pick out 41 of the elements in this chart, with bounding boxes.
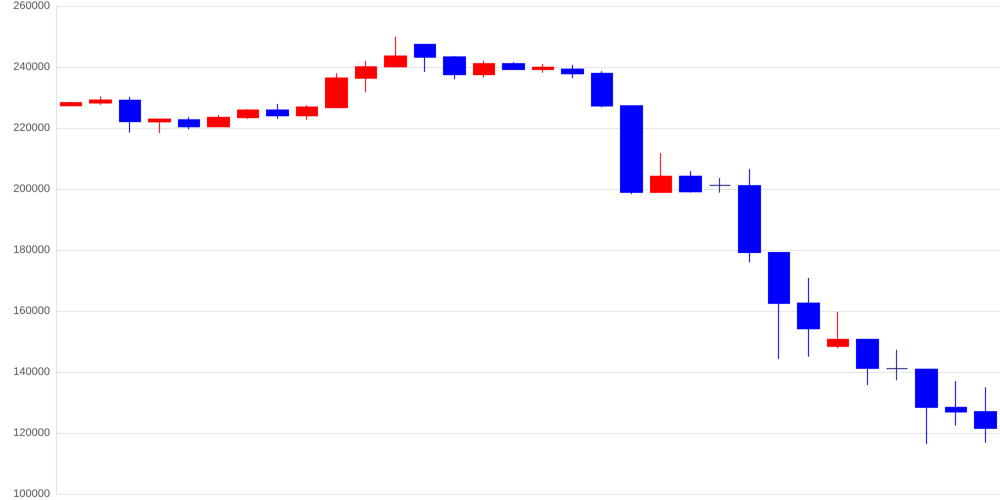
candlestick — [502, 62, 525, 70]
candlestick — [679, 170, 702, 194]
candlestick — [237, 108, 259, 120]
y-tick-label: 100000 — [13, 488, 50, 500]
y-tick-label: 120000 — [13, 427, 50, 439]
candlestick — [60, 101, 82, 106]
candlestick — [650, 152, 672, 193]
y-tick-label: 220000 — [13, 122, 50, 134]
candlestick — [414, 44, 436, 72]
y-tick-label: 240000 — [13, 61, 50, 73]
candlestick — [473, 60, 495, 78]
y-tick-label: 260000 — [13, 0, 50, 12]
y-tick-label: 180000 — [13, 244, 50, 256]
candlestick — [355, 60, 377, 93]
candlestick — [738, 168, 761, 263]
candlestick — [945, 380, 967, 426]
candlestick — [384, 36, 407, 68]
candlestick — [886, 349, 908, 381]
candlestick — [827, 311, 849, 349]
candlestick — [296, 104, 318, 120]
candlestick — [591, 70, 613, 108]
candlestick — [974, 386, 997, 444]
candlestick — [266, 103, 289, 120]
candlestick — [532, 63, 554, 74]
candlestick — [325, 72, 348, 108]
candlestick — [856, 338, 879, 386]
candlestick — [620, 105, 643, 195]
y-tick-label: 160000 — [13, 305, 50, 317]
candlestick — [178, 116, 200, 130]
candlestick — [768, 252, 790, 360]
y-tick-label: 200000 — [13, 183, 50, 195]
candlestick — [709, 178, 731, 194]
candlestick — [148, 118, 171, 134]
y-tick-label: 140000 — [13, 366, 50, 378]
candlestick — [89, 96, 112, 106]
candlestick — [561, 64, 584, 79]
candlestick — [207, 114, 230, 128]
candlestick — [119, 96, 141, 134]
candlestick — [443, 56, 466, 80]
candlestick — [915, 368, 938, 445]
candlestick — [797, 278, 820, 358]
